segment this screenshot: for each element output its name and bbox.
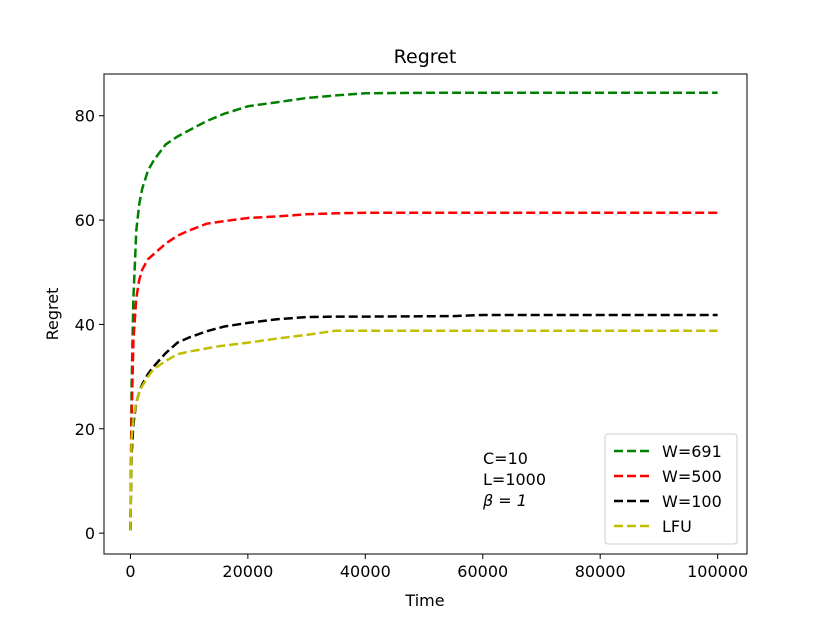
legend-label-4: LFU	[662, 517, 692, 536]
legend-label-2: W=500	[662, 467, 722, 486]
y-axis: 0 20 40 60 80	[75, 107, 104, 543]
y-tick-label: 0	[85, 524, 95, 543]
x-tick-label: 60000	[457, 562, 508, 581]
annotation-line-1: C=10	[483, 449, 528, 468]
legend-label-3: W=100	[662, 492, 722, 511]
x-axis-label: Time	[404, 591, 444, 610]
series-line-2	[129, 211, 718, 531]
annotation-line-3: β = 1	[482, 491, 527, 510]
chart-title: Regret	[394, 46, 457, 68]
plot-frame	[103, 73, 748, 555]
y-tick-label: 80	[75, 107, 95, 126]
series-layer	[129, 91, 718, 531]
x-tick-label: 0	[125, 562, 135, 581]
x-tick-label: 100000	[687, 562, 748, 581]
x-tick-label: 40000	[340, 562, 391, 581]
legend-label-1: W=691	[662, 442, 722, 461]
x-axis: 0 20000 40000 60000 80000 100000	[125, 554, 748, 581]
annotation-line-2: L=1000	[483, 470, 546, 489]
x-tick-label: 80000	[575, 562, 626, 581]
y-tick-label: 40	[75, 315, 95, 334]
y-tick-label: 20	[75, 420, 95, 439]
annotation-block: C=10 L=1000 β = 1	[482, 449, 546, 510]
x-tick-label: 20000	[222, 562, 273, 581]
series-line-1	[129, 91, 718, 531]
series-line-4	[129, 329, 718, 531]
y-tick-label: 60	[75, 211, 95, 230]
legend: W=691 W=500 W=100 LFU	[604, 433, 738, 545]
plot-area	[103, 73, 748, 555]
y-axis-label: Regret	[43, 288, 62, 341]
legend-box	[604, 433, 738, 545]
